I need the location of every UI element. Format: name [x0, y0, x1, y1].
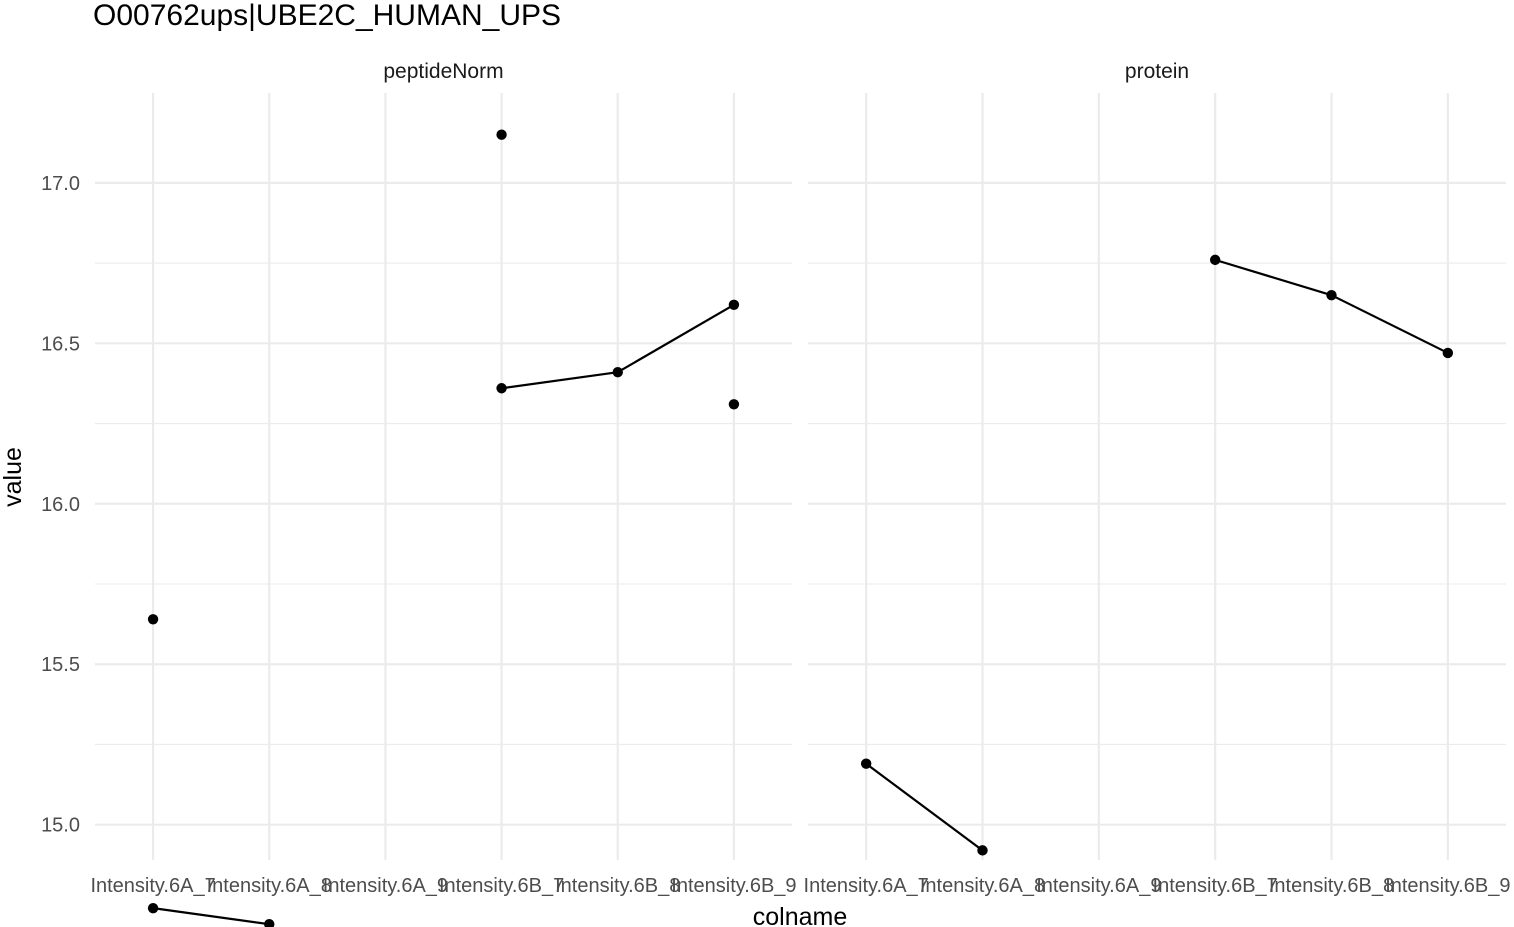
series-line-segment [617, 303, 735, 374]
x-tick-label: Intensity.6A_8 [920, 875, 1045, 897]
x-tick-label: Intensity.6A_9 [323, 875, 448, 897]
data-point [147, 614, 159, 625]
data-point [612, 367, 623, 378]
facet-strip-label: peptideNorm [383, 60, 503, 83]
data-point [147, 902, 159, 914]
data-point [728, 399, 740, 410]
facet-panels: peptideNormIntensity.6A_7Intensity.6A_8I… [90, 60, 1510, 927]
series-line-segment [865, 762, 984, 852]
series-line-segment [152, 907, 270, 926]
series-line-segment [1214, 258, 1332, 297]
y-axis-title: value [0, 447, 27, 507]
data-point [496, 383, 507, 394]
data-point [860, 758, 872, 769]
data-point [1442, 347, 1454, 359]
data-point [977, 845, 988, 856]
x-tick-label: Intensity.6B_9 [1385, 875, 1510, 897]
x-tick-label: Intensity.6B_7 [1153, 875, 1278, 897]
chart-title: O00762ups|UBE2C_HUMAN_UPS [93, 0, 561, 32]
y-tick-label: 15.5 [41, 654, 80, 676]
data-point [1326, 289, 1337, 301]
x-tick-label: Intensity.6B_8 [1269, 875, 1394, 897]
y-axis: 15.0 15.5 16.0 16.5 17.0 [41, 173, 80, 837]
facet-panel-protein: proteinIntensity.6A_7Intensity.6A_8Inten… [804, 60, 1511, 897]
data-point [1209, 254, 1221, 266]
data-point [728, 299, 740, 311]
x-tick-label: Intensity.6A_8 [207, 875, 332, 897]
x-tick-label: Intensity.6A_7 [804, 875, 929, 897]
x-axis-title: colname [753, 903, 848, 927]
y-tick-label: 15.0 [41, 815, 80, 837]
y-tick-label: 17.0 [41, 173, 80, 195]
series-line-segment [1331, 294, 1449, 354]
x-tick-label: Intensity.6B_7 [439, 875, 564, 897]
x-tick-label: Intensity.6B_8 [555, 875, 680, 897]
data-point [496, 129, 507, 140]
y-tick-label: 16.5 [41, 333, 80, 355]
series-line-segment [501, 371, 618, 390]
facet-panel-peptideNorm: peptideNormIntensity.6A_7Intensity.6A_8I… [90, 60, 797, 927]
x-tick-label: Intensity.6B_9 [671, 875, 796, 897]
data-point [264, 918, 275, 927]
y-tick-label: 16.0 [41, 494, 80, 516]
x-tick-label: Intensity.6A_9 [1036, 875, 1161, 897]
x-tick-label: Intensity.6A_7 [90, 875, 215, 897]
facet-strip-label: protein [1125, 60, 1189, 83]
